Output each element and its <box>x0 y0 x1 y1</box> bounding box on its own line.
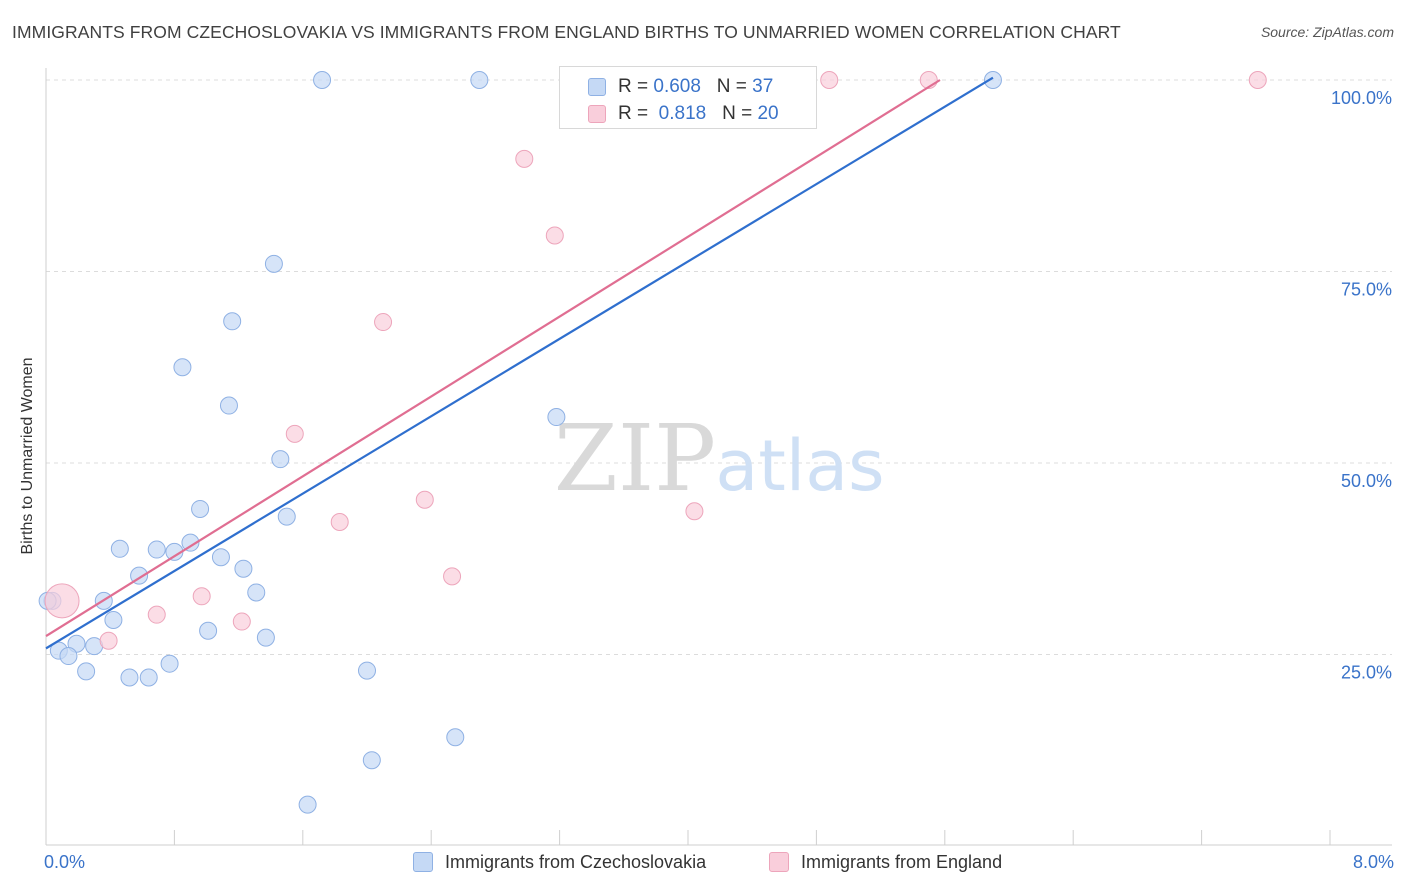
y-tick-labels: 25.0% 50.0% 75.0% 100.0% <box>1331 88 1392 683</box>
legend-label: Immigrants from Czechoslovakia <box>445 852 707 872</box>
trendline-england <box>45 79 941 638</box>
data-point <box>99 631 118 650</box>
data-point <box>515 149 534 168</box>
data-point <box>139 668 158 687</box>
source-label: Source: ZipAtlas.com <box>1260 24 1394 40</box>
series-england-points <box>44 71 1267 650</box>
legend-label: Immigrants from England <box>801 852 1003 872</box>
data-point <box>104 611 123 630</box>
data-point <box>415 490 434 509</box>
data-point <box>362 751 381 770</box>
r-label: R = <box>618 103 649 124</box>
data-point <box>277 507 296 526</box>
x-tick-label-min: 0.0% <box>44 852 86 872</box>
bottom-legend-england: Immigrants from England <box>769 852 1002 873</box>
series-czechoslovakia-points <box>38 71 1002 814</box>
correlation-legend: R = 0.608 N = 37 R = 0.818 N = 20 <box>559 66 817 129</box>
data-point <box>234 559 253 578</box>
data-point <box>271 450 290 469</box>
data-point <box>191 499 210 518</box>
data-point <box>264 254 283 273</box>
data-point <box>77 662 96 681</box>
data-point <box>181 533 200 552</box>
r-value: 0.818 <box>658 103 707 124</box>
legend-swatch-pink <box>588 105 606 123</box>
trendlines <box>45 76 994 650</box>
data-point <box>446 728 465 747</box>
data-point <box>199 621 218 640</box>
watermark-atlas: atlas <box>715 425 884 507</box>
data-point <box>219 396 238 415</box>
data-point <box>223 312 242 331</box>
n-value: 37 <box>752 76 774 97</box>
y-tick-label-25: 25.0% <box>1341 663 1392 683</box>
axes <box>45 68 1392 846</box>
data-point <box>192 587 211 606</box>
data-point <box>685 502 704 521</box>
data-point <box>820 71 839 89</box>
data-point <box>983 71 1002 89</box>
data-point <box>59 647 78 666</box>
data-point <box>1248 71 1267 89</box>
watermark-zip: ZIP <box>554 405 716 512</box>
y-axis-label: Births to Unmarried Women <box>19 357 36 555</box>
data-point <box>358 661 376 680</box>
trendline-czechoslovakia <box>45 76 994 650</box>
n-label: N = <box>722 103 753 124</box>
data-point <box>443 567 462 586</box>
r-label: R = <box>618 76 649 97</box>
n-value: 20 <box>757 103 779 124</box>
legend-text: R = 0.818 N = 20 <box>618 103 779 125</box>
legend-text: R = 0.608 N = 37 <box>618 76 773 98</box>
data-point <box>298 795 317 814</box>
data-point <box>110 539 129 558</box>
bottom-legend-czechoslovakia: Immigrants from Czechoslovakia <box>413 852 706 873</box>
r-value: 0.608 <box>653 76 701 97</box>
y-tick-label-75: 75.0% <box>1341 280 1392 300</box>
data-point <box>330 512 349 531</box>
data-point <box>173 358 192 377</box>
legend-swatch-pink <box>769 852 789 872</box>
chart-title: IMMIGRANTS FROM CZECHOSLOVAKIA VS IMMIGR… <box>12 22 1121 42</box>
data-point <box>547 408 566 427</box>
watermark: ZIP atlas <box>554 405 885 512</box>
legend-swatch-blue <box>588 78 606 96</box>
data-point <box>44 583 80 619</box>
data-point <box>545 226 564 245</box>
data-point <box>256 628 275 647</box>
data-point <box>313 71 332 89</box>
data-point <box>232 612 251 631</box>
n-label: N = <box>716 76 747 97</box>
data-point <box>120 668 139 687</box>
data-point <box>147 605 166 624</box>
data-point <box>470 71 489 89</box>
data-point <box>247 583 266 602</box>
data-point <box>147 540 166 559</box>
x-tick-label-max: 8.0% <box>1352 852 1394 872</box>
data-point <box>211 548 230 567</box>
data-point <box>285 424 304 443</box>
legend-swatch-blue <box>413 852 433 872</box>
y-tick-label-100: 100.0% <box>1331 88 1392 108</box>
data-point <box>374 313 393 332</box>
data-point <box>160 654 179 673</box>
y-tick-label-50: 50.0% <box>1341 471 1392 491</box>
